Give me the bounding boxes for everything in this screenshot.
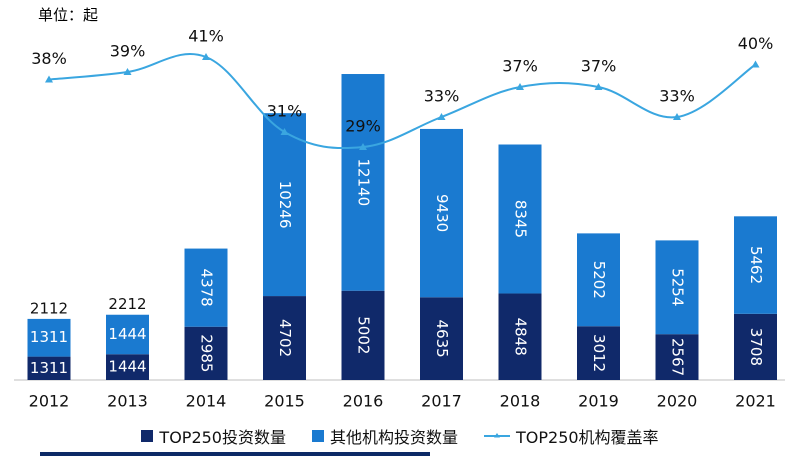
data-label-other: 2212	[108, 295, 146, 313]
data-label-top250: 1444	[108, 358, 146, 376]
bar-other	[341, 74, 385, 291]
legend-label-coverage: TOP250机构覆盖率	[516, 428, 659, 447]
coverage-marker	[594, 83, 603, 90]
coverage-marker	[359, 143, 367, 150]
coverage-marker	[437, 113, 446, 120]
data-label-other: 12140	[355, 159, 373, 207]
bar-other	[184, 248, 228, 327]
coverage-marker	[751, 60, 760, 68]
coverage-label: 38%	[31, 49, 67, 68]
coverage-label: 39%	[110, 42, 146, 61]
x-tick-label: 2017	[421, 392, 462, 411]
x-tick-label: 2012	[29, 392, 70, 411]
data-label-other: 4378	[198, 269, 216, 307]
legend-item-coverage: TOP250机构覆盖率	[484, 424, 659, 448]
coverage-label: 29%	[345, 117, 381, 136]
coverage-line	[48, 53, 757, 150]
data-label-top250: 5002	[355, 316, 373, 354]
bar-other	[655, 240, 699, 335]
bar-other	[263, 113, 306, 297]
coverage-label: 40%	[738, 34, 774, 53]
bar-top250	[106, 354, 149, 380]
coverage-marker	[673, 113, 681, 120]
bar-top250	[263, 296, 306, 380]
data-label-top250: 2985	[198, 334, 216, 372]
x-tick-label: 2015	[264, 392, 305, 411]
data-label-other: 2112	[30, 299, 68, 317]
coverage-label: 37%	[581, 57, 617, 76]
x-tick-label: 2018	[500, 392, 541, 411]
bar-top250	[734, 313, 777, 380]
data-label-top250: 3012	[590, 334, 608, 372]
unit-label: 单位：起	[38, 6, 99, 24]
bar-other	[577, 233, 620, 327]
data-label-other: 10246	[276, 181, 294, 229]
bar-other	[420, 128, 463, 298]
coverage-marker	[202, 53, 210, 60]
data-label-top250: 3708	[747, 328, 765, 366]
data-label-other: 5462	[747, 246, 765, 284]
bar-top250	[420, 297, 463, 380]
data-label-top250-inner: 1444	[108, 325, 146, 343]
data-label-top250: 2567	[669, 338, 687, 376]
coverage-label: 41%	[188, 27, 224, 46]
data-label-top250: 1311	[30, 359, 68, 377]
x-tick-label: 2020	[657, 392, 698, 411]
data-label-other: 9430	[433, 194, 451, 232]
bar-other	[106, 314, 149, 355]
bottom-accent-bar	[40, 452, 430, 456]
legend-item-other: 其他机构投资数量	[311, 424, 458, 448]
coverage-label: 31%	[267, 102, 303, 121]
legend-item-top250: TOP250投资数量	[141, 424, 286, 448]
bar-other	[498, 144, 542, 294]
legend-swatch-other	[311, 430, 324, 442]
data-label-other: 8345	[512, 200, 530, 238]
legend: TOP250投资数量 其他机构投资数量 TOP250机构覆盖率	[0, 424, 800, 448]
x-tick-label: 2013	[107, 392, 148, 411]
bar-top250	[27, 356, 71, 380]
data-label-top250: 4848	[512, 318, 530, 356]
coverage-label: 37%	[502, 57, 538, 76]
x-tick-label: 2014	[186, 392, 227, 411]
data-label-top250: 4702	[276, 319, 294, 357]
bar-top250	[655, 334, 699, 380]
coverage-marker	[516, 83, 524, 90]
data-label-other: 5202	[590, 261, 608, 299]
bar-other	[27, 318, 71, 357]
coverage-marker	[45, 75, 53, 83]
bar-top250	[184, 326, 228, 380]
legend-label-other: 其他机构投资数量	[329, 428, 458, 447]
coverage-label: 33%	[424, 87, 460, 106]
coverage-label: 33%	[659, 87, 695, 106]
coverage-marker	[123, 68, 132, 75]
x-tick-label: 2016	[343, 392, 384, 411]
bar-other	[734, 216, 777, 314]
data-label-top250: 4635	[433, 320, 451, 358]
legend-swatch-coverage	[484, 433, 510, 438]
x-tick-label: 2021	[735, 392, 776, 411]
coverage-marker	[280, 128, 289, 135]
legend-label-top250: TOP250投资数量	[159, 428, 286, 447]
data-label-top250-inner: 1311	[30, 328, 68, 346]
legend-swatch-top250	[141, 430, 154, 442]
data-label-other: 5254	[669, 268, 687, 306]
bar-top250	[341, 290, 385, 380]
bar-top250	[577, 326, 620, 380]
bar-top250	[498, 293, 542, 380]
x-tick-label: 2019	[578, 392, 619, 411]
